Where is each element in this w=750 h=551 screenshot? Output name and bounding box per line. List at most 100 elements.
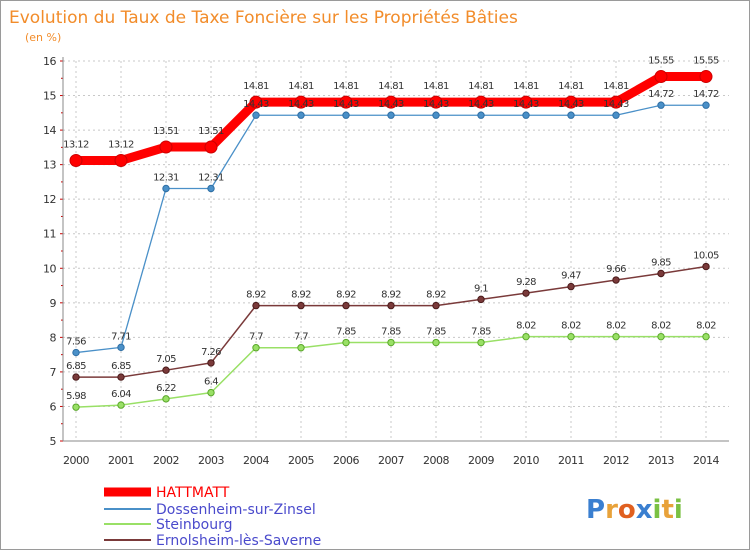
data-label: 7.26 [201, 347, 221, 358]
data-label: 6.4 [204, 377, 218, 388]
data-label: 7.85 [381, 327, 401, 338]
legend-item: Dossenheim-sur-Zinsel [104, 502, 316, 518]
data-point [612, 332, 620, 341]
y-axis-unit: (en %) [25, 31, 61, 44]
x-tick-label: 2007 [378, 454, 404, 467]
data-label: 14.43 [243, 99, 269, 110]
data-point [657, 101, 665, 109]
y-tick-label: 6 [50, 400, 57, 413]
logo-letter: o [618, 495, 636, 525]
data-label: 6.85 [66, 361, 86, 372]
data-point [72, 348, 80, 357]
data-label: 13.12 [108, 139, 134, 150]
data-point [114, 153, 128, 167]
proxiti-logo: Proxiti [586, 495, 683, 525]
data-point [249, 95, 263, 109]
data-label: 6.04 [111, 389, 131, 400]
y-tick-label: 14 [43, 124, 56, 137]
data-point [117, 343, 125, 352]
legend-label: Steinbourg [156, 517, 232, 533]
data-point [564, 95, 578, 109]
x-tick-label: 2004 [243, 454, 269, 467]
data-point [252, 344, 260, 352]
data-label: 12.31 [153, 172, 179, 183]
data-label: 7.85 [336, 327, 356, 338]
data-label: 8.92 [426, 290, 446, 301]
x-tick-label: 2008 [423, 454, 449, 467]
data-label: 14.72 [693, 89, 719, 100]
data-label: 14.43 [333, 99, 359, 110]
chart-title: Evolution du Taux de Taxe Foncière sur l… [9, 8, 518, 28]
data-label: 14.81 [513, 81, 539, 92]
data-label: 14.81 [243, 81, 269, 92]
y-tick-label: 15 [43, 90, 56, 103]
data-point [699, 70, 713, 84]
logo-letter: i [653, 495, 662, 525]
legend-label: Dossenheim-sur-Zinsel [156, 502, 316, 518]
y-tick-label: 5 [50, 435, 57, 448]
data-point [162, 184, 170, 193]
data-label: 14.81 [558, 81, 584, 92]
data-point [519, 95, 533, 109]
data-point [72, 403, 80, 411]
data-label: 9.1 [474, 283, 488, 294]
data-point [342, 301, 350, 310]
data-point [162, 366, 170, 374]
data-point [609, 95, 623, 109]
series-dossenheim-sur-zinsel [72, 101, 710, 357]
y-tick-label: 12 [43, 193, 56, 206]
data-point [342, 111, 350, 119]
data-point [384, 95, 398, 109]
data-label: 9.28 [516, 277, 536, 288]
data-label: 7.05 [156, 354, 176, 365]
x-tick-label: 2013 [648, 454, 674, 467]
data-point [204, 140, 218, 154]
data-label: 8.92 [246, 290, 266, 301]
data-point [522, 111, 530, 119]
x-tick-label: 2006 [333, 454, 359, 467]
data-point [432, 338, 440, 347]
data-label: 7.71 [111, 331, 131, 342]
series-steinbourg [72, 332, 710, 411]
data-point [117, 373, 125, 381]
axes: 5 6 7 8 9 10 11 12 13 14 15 16 2000 2001 2002 2003 2004 2… [43, 55, 729, 467]
data-label: 8.02 [516, 321, 536, 332]
data-point [69, 153, 83, 167]
grid [63, 60, 729, 442]
data-point [252, 111, 260, 119]
data-point [432, 111, 440, 119]
legend-item: Ernolsheim-lès-Saverne [104, 533, 321, 549]
data-point [702, 332, 710, 341]
data-label: 14.43 [558, 99, 584, 110]
data-label: 14.43 [603, 99, 629, 110]
series-hattmatt [69, 70, 713, 167]
data-point [654, 70, 668, 84]
x-tick-label: 2005 [288, 454, 314, 467]
legend: HATTMATTDossenheim-sur-ZinselSteinbourgE… [104, 485, 321, 549]
data-point [477, 295, 485, 304]
legend-label: Ernolsheim-lès-Saverne [156, 533, 321, 549]
data-label: 8.92 [336, 290, 356, 301]
series [69, 70, 713, 411]
data-label: 9.66 [606, 264, 626, 275]
y-tick-label: 11 [43, 228, 56, 241]
y-tick-label: 10 [43, 262, 56, 275]
data-label: 14.81 [333, 81, 359, 92]
logo-letter: x [636, 495, 653, 525]
data-label: 14.72 [648, 89, 674, 100]
data-point [522, 289, 530, 297]
data-label: 14.43 [513, 99, 539, 110]
data-point [207, 388, 215, 397]
data-label: 7.7 [294, 332, 308, 343]
logo-letter: t [661, 495, 673, 525]
data-label: 14.43 [378, 99, 404, 110]
data-label: 8.92 [381, 290, 401, 301]
data-point [339, 95, 353, 109]
data-point [252, 301, 260, 310]
x-tick-label: 2014 [693, 454, 719, 467]
series-ernolsheim-l-s-saverne [72, 262, 710, 381]
data-point [297, 111, 305, 119]
data-point [387, 338, 395, 347]
data-label: 8.02 [696, 321, 716, 332]
